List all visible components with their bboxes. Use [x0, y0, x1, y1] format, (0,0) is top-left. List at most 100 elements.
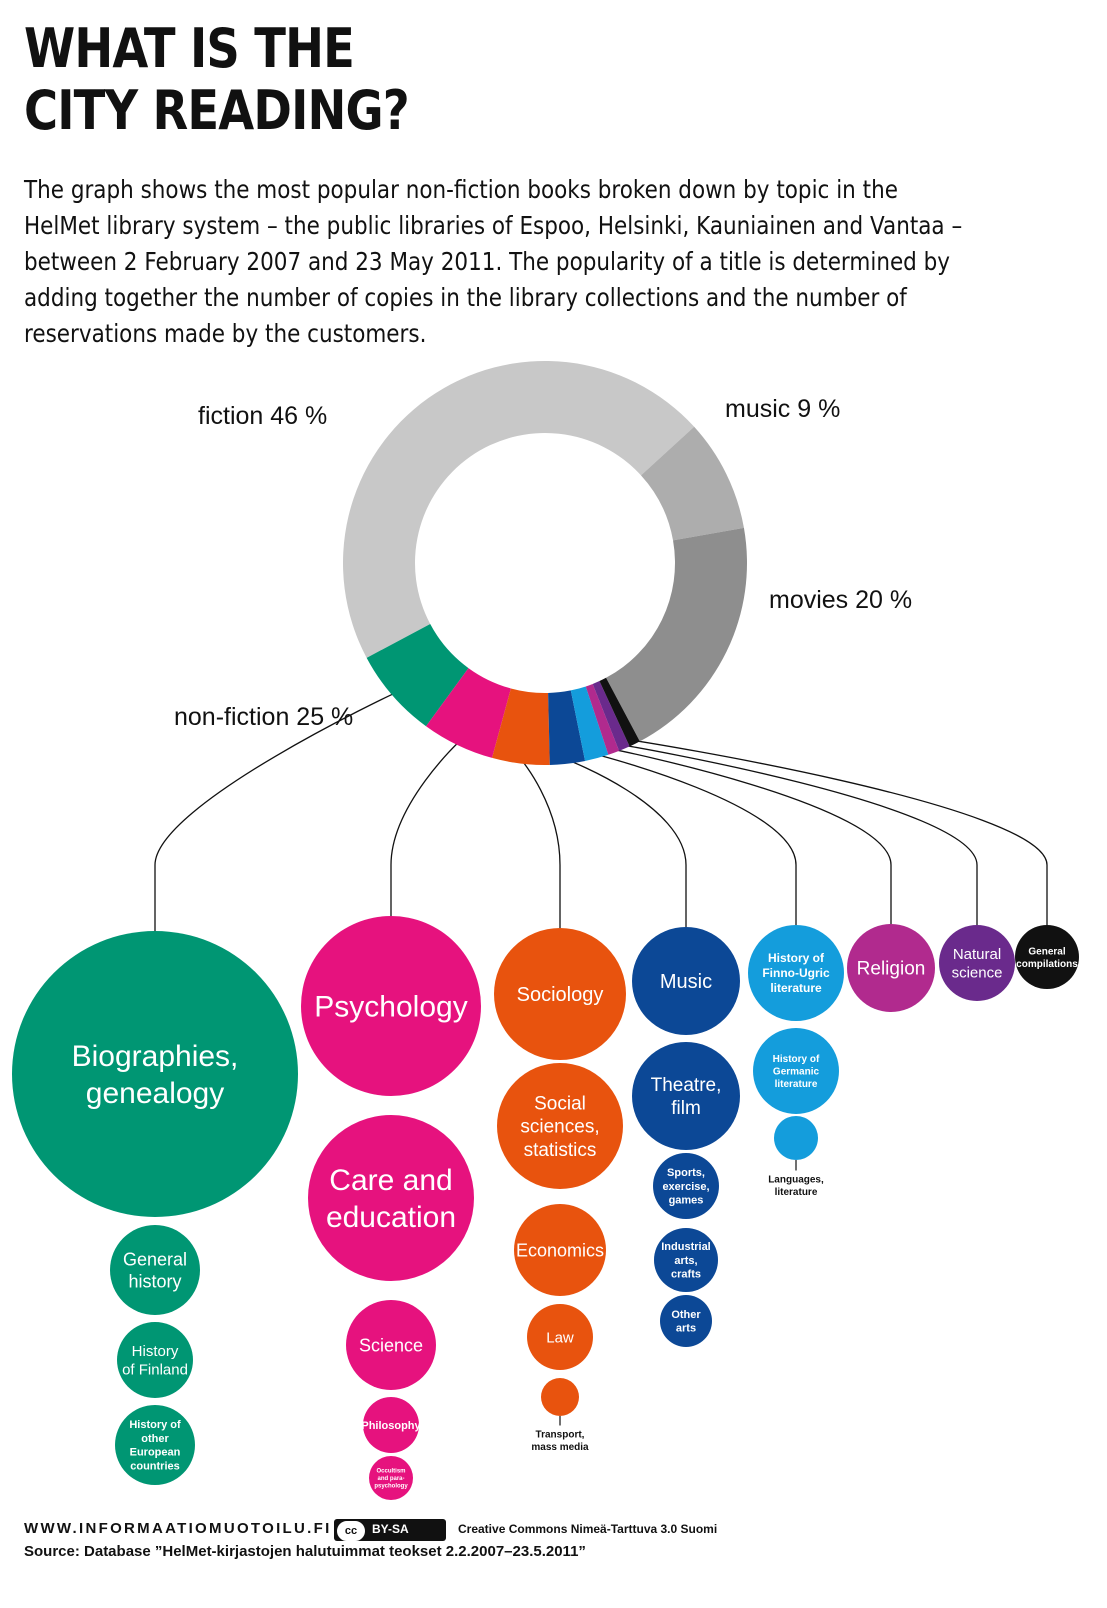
connector-music	[566, 759, 687, 927]
bubble-label-religion: Religion	[857, 959, 926, 980]
bubble-label-psychology: Psychology	[314, 991, 467, 1024]
cc-license-badge: cc BY-SA	[334, 1519, 446, 1541]
bubble-transport-mass-media	[541, 1378, 579, 1416]
footer-license: Creative Commons Nimeä-Tarttuva 3.0 Suom…	[458, 1522, 718, 1536]
segment-label-fiction: fiction 46 %	[198, 402, 327, 430]
cc-icon: cc	[337, 1521, 365, 1541]
bubble-label-science: Science	[359, 1335, 423, 1355]
title-line-2: CITY READING?	[24, 79, 410, 142]
description-line-2: HelMet library system – the public libra…	[24, 211, 963, 240]
bubble-label-music: Music	[660, 971, 712, 993]
connector-natural-science	[622, 744, 978, 925]
donut-segment-general-compilations	[599, 677, 640, 747]
donut-segment-biographies	[366, 624, 469, 727]
connector-general-compilations	[632, 739, 1048, 925]
connector-finno-ugric	[595, 753, 797, 925]
bubble-natural-science	[939, 925, 1015, 1001]
bubble-label-care-and-education: Care and education	[326, 1164, 456, 1234]
bubble-economics	[514, 1204, 606, 1296]
bubble-general-history	[110, 1225, 200, 1315]
page-title: WHAT IS THE CITY READING?	[24, 18, 798, 142]
bubble-label-general-history: General history	[123, 1249, 187, 1291]
description-line-3: between 2 February 2007 and 23 May 2011.…	[24, 247, 951, 276]
bubble-industrial-arts-crafts	[654, 1228, 718, 1292]
topic-group-religion: Religion	[847, 924, 935, 1012]
bubble-religion	[847, 924, 935, 1012]
bubble-history-of-finland	[117, 1322, 193, 1398]
description-line-5: reservations made by the customers.	[24, 319, 427, 348]
bubble-label-occultism-and-para-psychology: Occultism and para-psychology	[374, 1469, 408, 1490]
bubble-care-and-education	[308, 1115, 474, 1281]
bubble-history-of-germanic-literature	[753, 1028, 839, 1114]
donut-segment-movies	[606, 527, 747, 742]
topic-bubbles: Biographies, genealogy General history Histo…	[12, 916, 1079, 1500]
topic-group-finno-ugric: History of Finno-Ugric literature History o…	[748, 925, 844, 1198]
bubble-label-transport-mass-media: Transport, mass media	[531, 1429, 589, 1453]
donut-segment-natural-science	[592, 681, 630, 751]
donut-chart	[343, 361, 747, 766]
bubble-label-biographies-genealogy: Biographies, genealogy	[72, 1040, 239, 1110]
connector-sociology	[520, 759, 561, 928]
topic-group-sociology: Sociology Social sciences, statistics Econom…	[494, 928, 626, 1453]
description-line-4: adding together the number of copies in …	[24, 283, 907, 312]
bubble-psychology	[301, 916, 481, 1096]
bubble-label-history-of-finland: History of Finland	[122, 1343, 188, 1378]
bubble-label-sports-exercise-games: Sports, exercise, games	[662, 1167, 709, 1207]
bubble-history-of-finno-ugric-literature	[748, 925, 844, 1021]
segment-label-non-fiction: non-fiction 25 %	[174, 703, 353, 731]
topic-group-biographies: Biographies, genealogy General history Histo…	[12, 931, 298, 1485]
topic-group-music: Music Theatre, film Sports, exercise, games In…	[632, 927, 740, 1347]
connector-lines	[154, 692, 1048, 931]
bubble-label-other-arts: Other arts	[671, 1309, 701, 1335]
bubble-label-social-sciences-statistics: Social sciences, statistics	[520, 1093, 599, 1160]
bubble-label-history-of-germanic-literature: History of Germanic literature	[773, 1054, 820, 1090]
segment-label-music: music 9 %	[725, 395, 840, 423]
description: The graph shows the most popular non-fic…	[24, 172, 1035, 352]
bubble-sociology	[494, 928, 626, 1060]
bubble-label-theatre-film: Theatre, film	[651, 1075, 722, 1119]
bubble-music	[632, 927, 740, 1035]
segment-label-movies: movies 20 %	[769, 586, 912, 614]
bubble-biographies-genealogy	[12, 931, 298, 1217]
donut-segment-music	[640, 426, 744, 541]
bubble-general-compilations	[1015, 925, 1079, 989]
donut-segment-religion	[585, 683, 620, 755]
bubble-sports-exercise-games	[653, 1153, 719, 1219]
description-line-1: The graph shows the most popular non-fic…	[24, 175, 898, 204]
bubble-label-economics: Economics	[516, 1240, 604, 1260]
topic-group-general-compilations: General compilations	[1015, 925, 1079, 989]
bubble-label-general-compilations: General compilations	[1016, 946, 1078, 970]
donut-segment-psychology	[426, 668, 511, 758]
connector-biographies	[154, 692, 396, 931]
topic-group-psychology: Psychology Care and education Science Philos…	[301, 916, 481, 1500]
title-line-1: WHAT IS THE	[24, 17, 355, 80]
bubble-label-industrial-arts-crafts: Industrial arts, crafts	[661, 1241, 711, 1281]
donut-segment-music	[548, 690, 586, 765]
bubble-science	[346, 1300, 436, 1390]
bubble-label-history-of-other-european-countries: History of other European countries	[129, 1419, 181, 1472]
bubble-label-sociology: Sociology	[517, 984, 604, 1006]
bubble-occultism-and-para-psychology	[369, 1456, 413, 1500]
bubble-law	[527, 1304, 593, 1370]
cc-badge-text: BY-SA	[372, 1522, 409, 1536]
bubble-theatre-film	[632, 1042, 740, 1150]
footer-website: WWW.INFORMAATIOMUOTOILU.FI	[24, 1520, 332, 1537]
footer-source: Source: Database ”HelMet-kirjastojen hal…	[24, 1543, 586, 1560]
donut-segment-fiction	[343, 361, 695, 658]
donut-segment-sociology	[492, 688, 550, 766]
bubble-label-natural-science: Natural science	[952, 946, 1003, 981]
bubble-philosophy	[363, 1397, 419, 1453]
bubble-social-sciences-statistics	[497, 1063, 623, 1189]
bubble-languages-literature	[774, 1116, 818, 1160]
bubble-label-law: Law	[546, 1329, 574, 1346]
bubble-other-arts	[660, 1295, 712, 1347]
donut-segment-labels: fiction 46 % music 9 % movies 20 % non-f…	[174, 395, 912, 731]
topic-group-natural-science: Natural science	[939, 925, 1015, 1001]
donut-segment-finno-ugric	[570, 686, 609, 761]
connector-psychology	[390, 741, 460, 916]
bubble-label-history-of-finno-ugric-literature: History of Finno-Ugric literature	[762, 951, 830, 995]
bubble-history-of-other-european-countries	[115, 1405, 195, 1485]
connector-religion	[612, 748, 892, 924]
bubble-label-philosophy: Philosophy	[361, 1420, 421, 1432]
